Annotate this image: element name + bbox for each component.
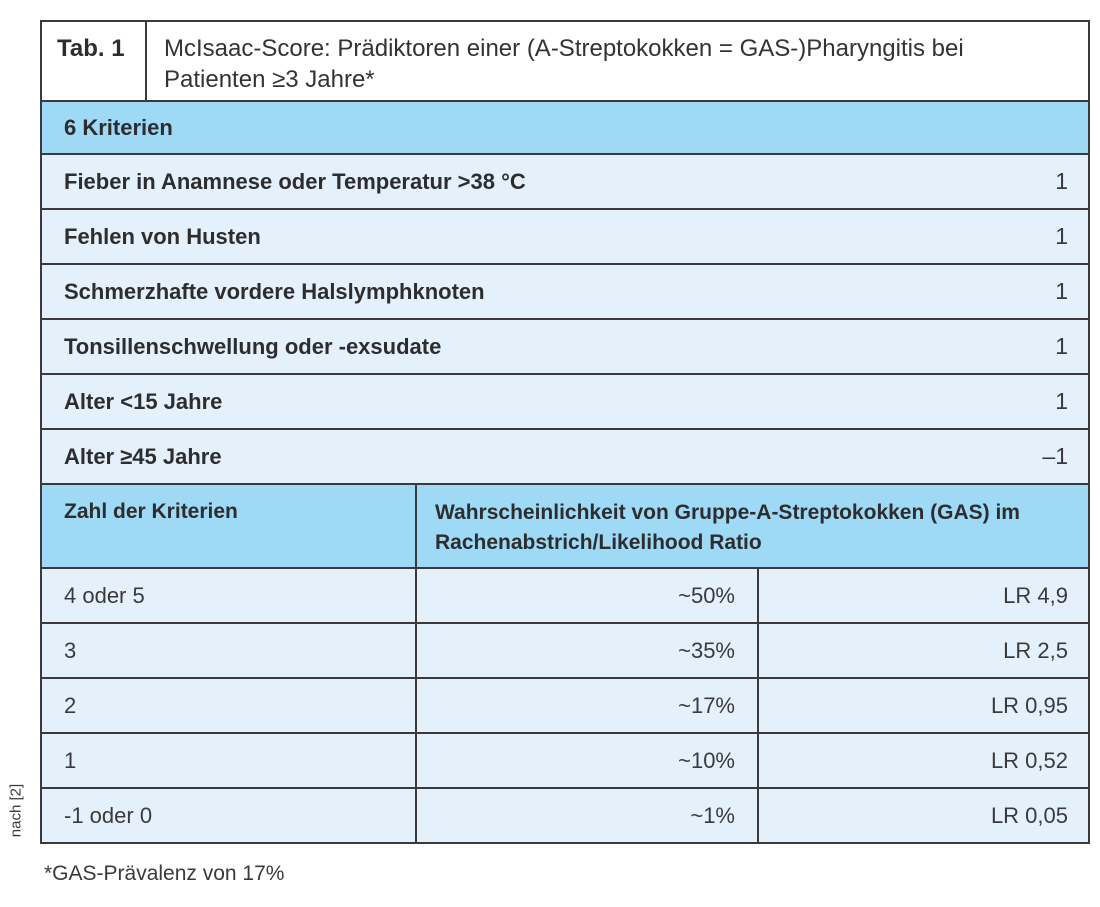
score-criteria-count: 3 (42, 624, 417, 677)
score-criteria-count: 2 (42, 679, 417, 732)
criteria-section-header: 6 Kriterien (42, 100, 1088, 153)
criterion-label: Tonsillenschwellung oder -exsudate (64, 333, 442, 359)
score-probability: ~17% (417, 679, 759, 732)
score-header-criteria-count: Zahl der Kriterien (42, 485, 417, 567)
score-criteria-count: -1 oder 0 (42, 789, 417, 842)
mcisaac-score-table: Tab. 1 McIsaac-Score: Prädiktoren einer … (40, 20, 1090, 844)
criterion-points: 1 (1055, 168, 1068, 194)
score-criteria-count: 1 (42, 734, 417, 787)
source-reference: nach [2] (7, 783, 25, 838)
criterion-points: 1 (1055, 333, 1068, 359)
score-row-minus1-0: -1 oder 0 ~1% LR 0,05 (42, 787, 1088, 842)
criterion-points: 1 (1055, 223, 1068, 249)
score-likelihood-ratio: LR 0,95 (990, 692, 1068, 718)
criterion-row-age-under-15: Alter <15 Jahre 1 (42, 373, 1088, 428)
score-probability: ~35% (417, 624, 759, 677)
score-row-4-5: 4 oder 5 ~50% LR 4,9 (42, 567, 1088, 622)
score-probability: ~1% (417, 789, 759, 842)
score-row-3: 3 ~35% LR 2,5 (42, 622, 1088, 677)
criterion-row-age-45-plus: Alter ≥45 Jahre –1 (42, 428, 1088, 483)
criterion-points: 1 (1055, 388, 1068, 414)
score-row-2: 2 ~17% LR 0,95 (42, 677, 1088, 732)
score-probability: ~50% (417, 569, 759, 622)
score-row-1: 1 ~10% LR 0,52 (42, 732, 1088, 787)
criterion-points: –1 (1042, 443, 1068, 469)
score-likelihood-ratio: LR 2,5 (1003, 637, 1068, 663)
criterion-points: 1 (1055, 278, 1068, 304)
footnote: *GAS-Prävalenz von 17% (44, 862, 285, 885)
score-likelihood-ratio: LR 4,9 (1003, 582, 1068, 608)
table-title: McIsaac-Score: Prädiktoren einer (A-Stre… (164, 35, 964, 93)
score-header-probability: Wahrscheinlichkeit von Gruppe-A-Streptok… (435, 501, 1020, 554)
score-section-header-row: Zahl der Kriterien Wahrscheinlichkeit vo… (42, 483, 1088, 567)
score-criteria-count: 4 oder 5 (42, 569, 417, 622)
criterion-label: Fehlen von Husten (64, 223, 261, 249)
score-likelihood-ratio: LR 0,05 (990, 802, 1068, 828)
criterion-row-tonsils: Tonsillenschwellung oder -exsudate 1 (42, 318, 1088, 373)
criterion-label: Alter ≥45 Jahre (64, 443, 222, 469)
criterion-label: Fieber in Anamnese oder Temperatur >38 °… (64, 168, 526, 194)
criterion-row-no-cough: Fehlen von Husten 1 (42, 208, 1088, 263)
criterion-row-fever: Fieber in Anamnese oder Temperatur >38 °… (42, 153, 1088, 208)
score-likelihood-ratio: LR 0,52 (990, 747, 1068, 773)
criterion-row-lymph-nodes: Schmerzhafte vordere Halslymphknoten 1 (42, 263, 1088, 318)
table-caption-row: Tab. 1 McIsaac-Score: Prädiktoren einer … (42, 22, 1088, 100)
criterion-label: Schmerzhafte vordere Halslymphknoten (64, 278, 485, 304)
table-number-label: Tab. 1 (42, 22, 147, 100)
criterion-label: Alter <15 Jahre (64, 388, 223, 414)
score-probability: ~10% (417, 734, 759, 787)
